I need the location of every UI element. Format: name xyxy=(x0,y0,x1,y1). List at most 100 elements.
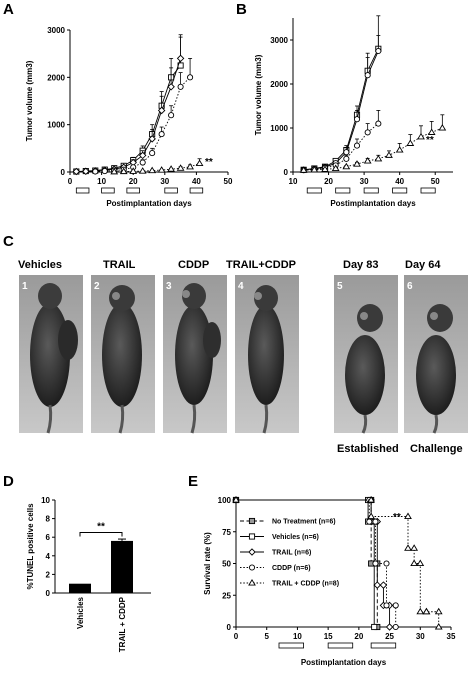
y-tick-label: 100 xyxy=(218,496,232,505)
data-point xyxy=(375,120,382,127)
data-point xyxy=(177,83,184,90)
y-tick-label: 3000 xyxy=(270,36,288,45)
data-point xyxy=(392,623,399,631)
category-label: TRAIL + CDDP xyxy=(118,596,127,652)
data-point xyxy=(404,512,412,520)
data-point xyxy=(195,159,204,167)
data-point xyxy=(427,128,436,135)
photo-caption-challenge: Challenge xyxy=(410,443,463,455)
panel-letter-e: E xyxy=(188,473,198,490)
treatment-bar xyxy=(75,187,90,194)
treatment-bar xyxy=(126,187,140,194)
significance-bracket xyxy=(79,532,123,537)
series-line xyxy=(76,65,181,172)
x-tick-label: 10 xyxy=(289,177,298,186)
data-point xyxy=(72,167,81,176)
data-point xyxy=(343,155,350,162)
photo-number-4: 4 xyxy=(238,281,244,292)
data-point xyxy=(157,106,166,115)
photo-title-day83: Day 83 xyxy=(343,259,378,271)
chart-a-tumor-volume: 0 1000 2000 3000 0 10 20 30 40 50 Postimplantation… xyxy=(25,26,233,208)
axis-lines xyxy=(69,30,228,173)
data-point xyxy=(371,623,378,631)
series-2 xyxy=(232,496,378,631)
data-point xyxy=(385,151,393,158)
data-point xyxy=(363,157,372,164)
photo-number-5: 5 xyxy=(337,281,343,292)
legend-marker xyxy=(248,564,256,571)
panel-letter-a: A xyxy=(3,1,14,18)
data-point xyxy=(167,165,176,172)
photo-title-cddp: CDDP xyxy=(178,259,209,271)
legend-marker xyxy=(248,517,256,525)
data-point xyxy=(148,135,156,143)
data-point xyxy=(374,154,383,162)
photo-title-vehicles: Vehicles xyxy=(18,259,62,271)
data-point xyxy=(168,112,175,119)
mouse-photo-6: 6 xyxy=(404,275,468,434)
data-point xyxy=(299,166,308,173)
treatment-bar xyxy=(335,187,351,194)
series-line xyxy=(76,58,182,172)
data-point xyxy=(321,165,329,172)
series-2 xyxy=(72,34,185,176)
x-tick-label: 5 xyxy=(264,632,269,641)
data-point xyxy=(186,162,194,170)
y-tick-label: 10 xyxy=(41,496,50,505)
series-4 xyxy=(299,114,447,173)
x-tick-label: 20 xyxy=(324,177,333,186)
mouse-photo-3: 3 xyxy=(163,275,227,434)
data-point xyxy=(364,129,371,136)
data-point xyxy=(343,149,350,156)
data-point xyxy=(342,162,351,170)
data-point xyxy=(176,164,185,171)
data-point xyxy=(158,131,165,138)
data-point xyxy=(416,607,425,615)
y-tick-label: 8 xyxy=(46,515,51,524)
treatment-bar xyxy=(164,187,178,194)
series-line xyxy=(303,48,379,171)
data-point xyxy=(438,124,447,131)
x-axis-label: Postimplantation days xyxy=(106,199,192,208)
y-axis-label: Survival rate (%) xyxy=(203,532,212,595)
data-point xyxy=(331,164,340,172)
data-point xyxy=(385,623,394,631)
data-point xyxy=(375,47,382,55)
bar xyxy=(111,540,133,593)
data-point xyxy=(392,602,399,609)
data-point xyxy=(366,518,373,525)
data-point xyxy=(395,146,404,153)
photo-number-2: 2 xyxy=(94,281,100,292)
photo-title-day64: Day 64 xyxy=(405,259,441,271)
panel-letter-c: C xyxy=(3,233,14,250)
x-tick-label: 20 xyxy=(129,177,138,186)
data-point xyxy=(82,167,90,176)
panel-letter-d: D xyxy=(3,473,14,490)
category-label: Vehicles xyxy=(76,596,85,629)
data-point xyxy=(383,602,390,609)
legend-marker xyxy=(248,533,256,540)
data-point xyxy=(148,166,157,174)
x-tick-label: 15 xyxy=(324,632,333,641)
legend-label: Vehicles (n=6) xyxy=(272,534,319,541)
mouse-photo-5: 5 xyxy=(334,275,398,434)
series-5 xyxy=(232,496,443,630)
legend-label: TRAIL + CDDP (n=8) xyxy=(272,581,339,588)
data-point xyxy=(129,167,138,174)
x-tick-label: 50 xyxy=(431,177,440,186)
series-2 xyxy=(300,15,382,173)
y-axis-label: Tumor volume (mm3) xyxy=(254,54,263,135)
data-point xyxy=(367,512,376,520)
data-point xyxy=(416,559,425,567)
y-tick-label: 25 xyxy=(222,591,231,600)
photo-title-trail: TRAIL xyxy=(103,259,136,271)
data-point xyxy=(101,168,108,175)
chart-d-tunel-bars: 0 2 4 6 8 10 %TUNEL positive cells Vehicles TRAI… xyxy=(26,496,151,652)
data-point xyxy=(434,607,443,615)
chart-b-tumor-volume: 0 1000 2000 3000 10 20 30 40 50 Postimplantation … xyxy=(254,15,453,208)
photo-number-1: 1 xyxy=(22,281,28,292)
photo-title-trail-cddp: TRAIL+CDDP xyxy=(226,259,296,271)
data-point xyxy=(353,116,361,123)
data-point xyxy=(157,166,166,173)
